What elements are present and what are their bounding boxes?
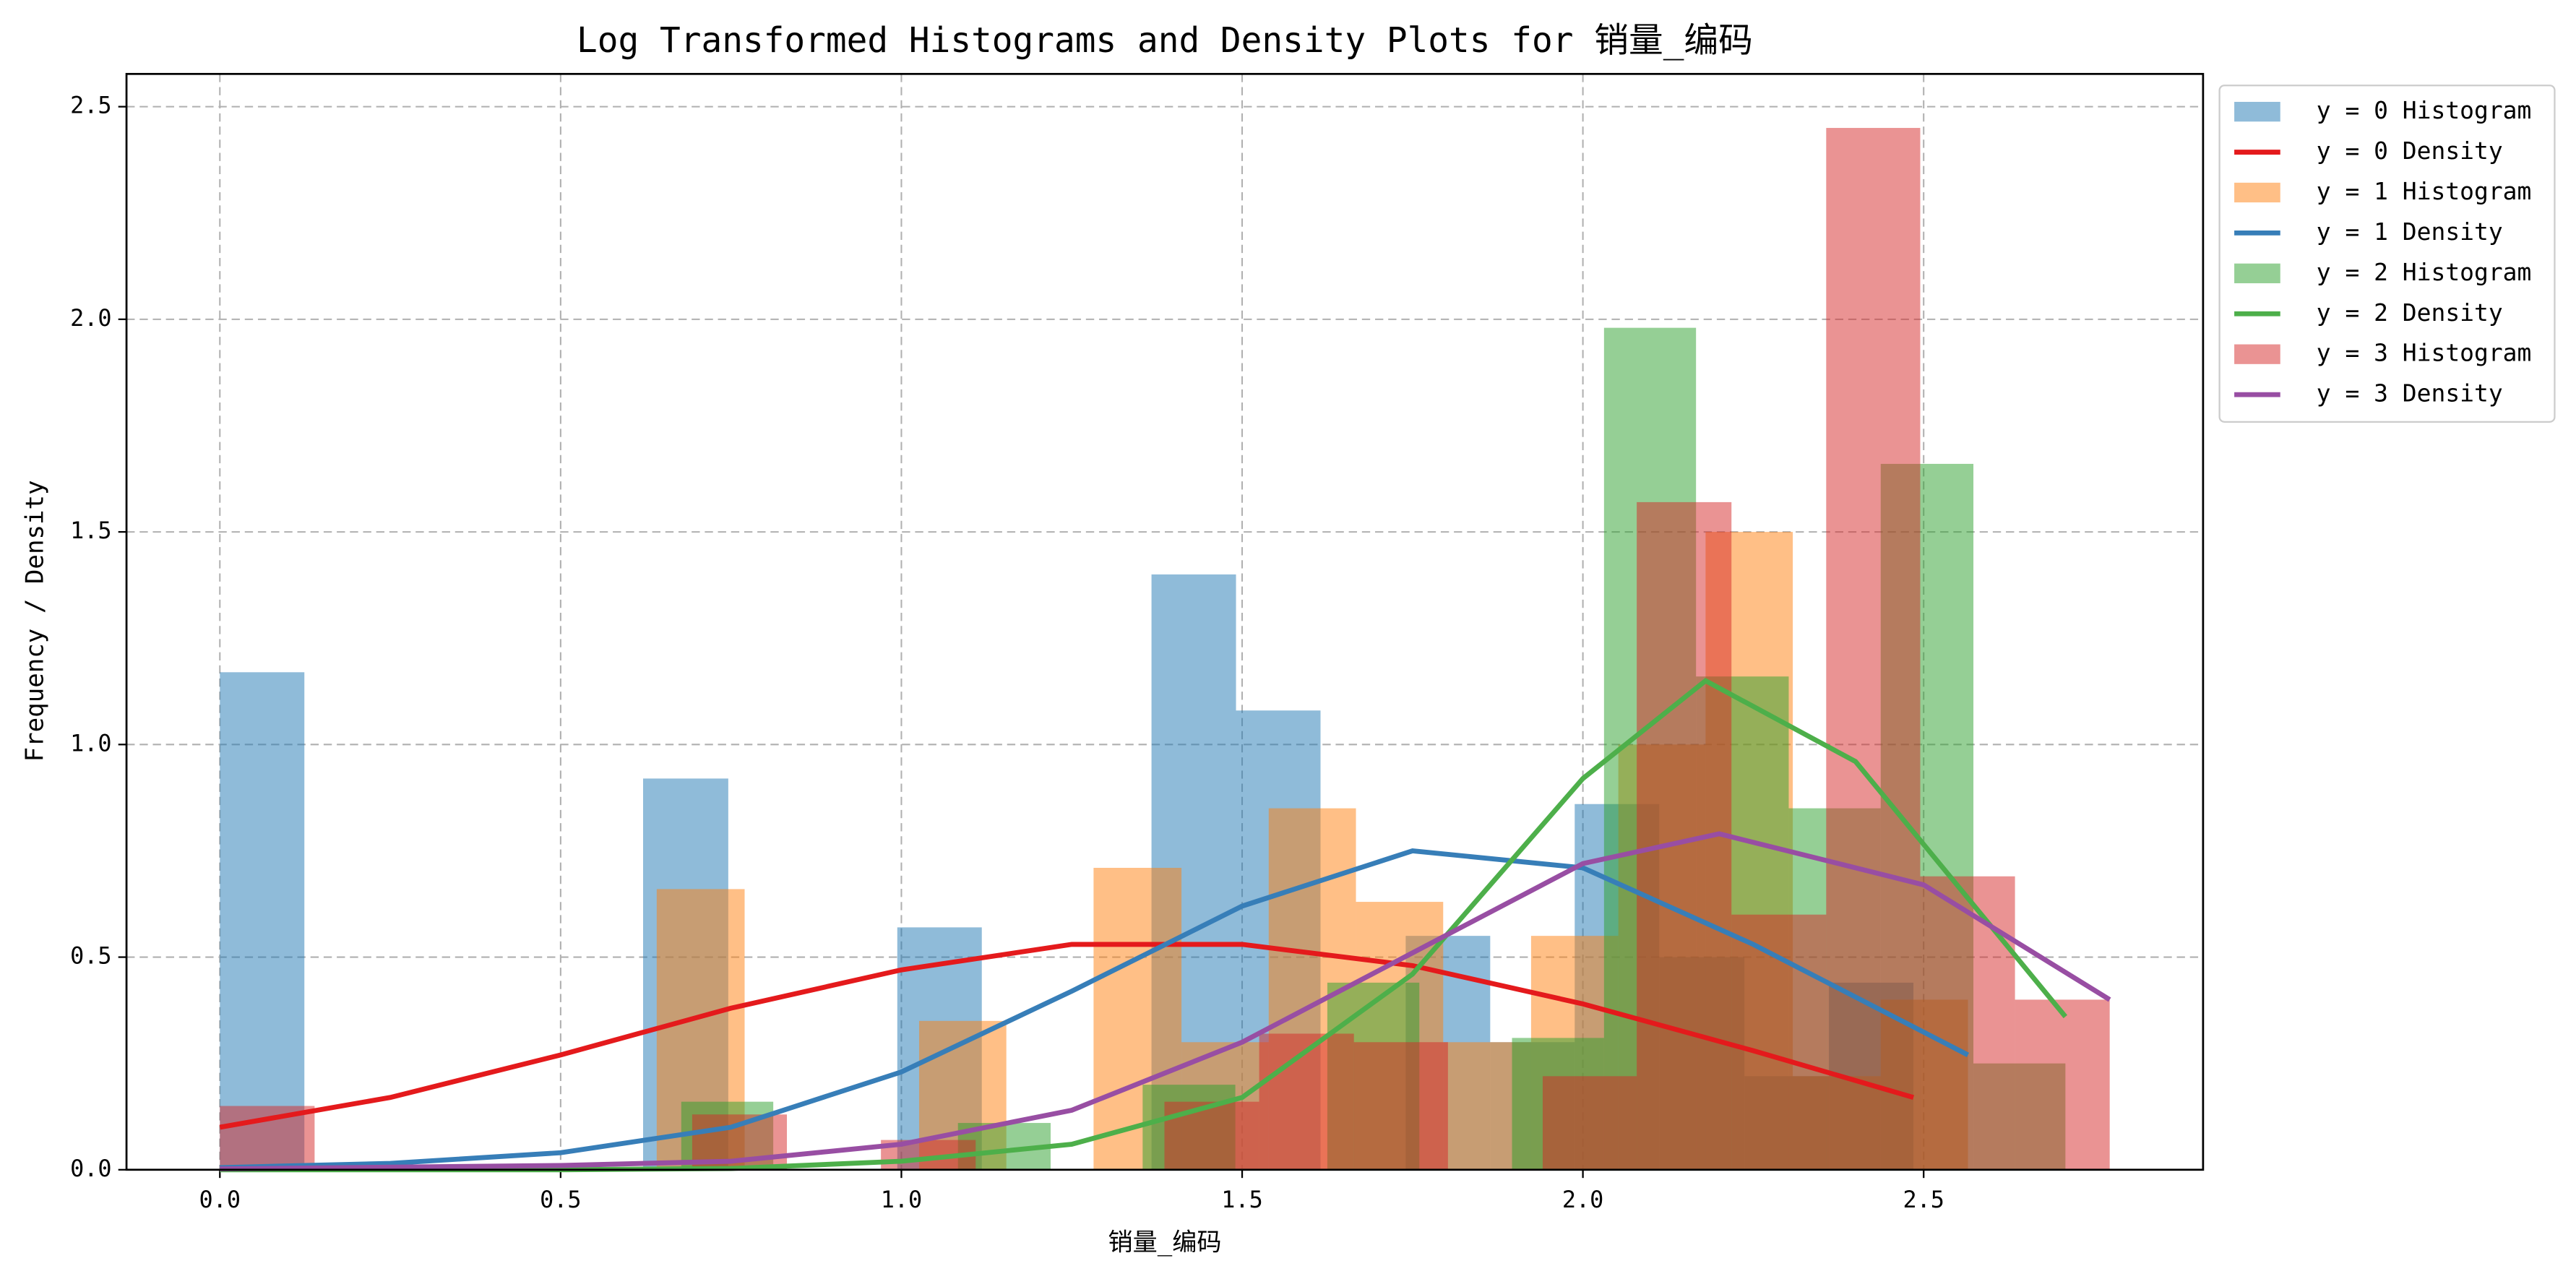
histogram-bar xyxy=(1920,876,2015,1170)
legend-label: y = 3 Histogram xyxy=(2317,339,2532,367)
x-tick-label: 0.5 xyxy=(540,1186,582,1213)
y-tick-label: 1.5 xyxy=(70,517,112,544)
histogram-bar xyxy=(1542,1076,1637,1170)
x-tick-label: 1.0 xyxy=(881,1186,923,1213)
histogram-bar xyxy=(1259,1033,1354,1170)
legend-swatch xyxy=(2234,182,2280,203)
histogram-bar xyxy=(1731,914,1827,1170)
y-tick-label: 2.0 xyxy=(70,304,112,332)
x-axis-label: 销量_编码 xyxy=(1108,1228,1222,1257)
legend-label: y = 0 Histogram xyxy=(2317,96,2532,124)
y-tick-label: 0.0 xyxy=(70,1155,112,1182)
density-line xyxy=(220,831,2111,1172)
histogram-bar xyxy=(2015,999,2110,1170)
legend-label: y = 1 Density xyxy=(2317,218,2503,246)
legend-swatch xyxy=(2234,263,2280,283)
histogram-bar xyxy=(1164,1101,1259,1170)
histogram-bar xyxy=(1353,1042,1448,1170)
x-tick-label: 2.0 xyxy=(1562,1186,1604,1213)
legend-box xyxy=(2218,85,2556,423)
x-tick-label: 0.0 xyxy=(199,1186,241,1213)
y-tick-label: 1.0 xyxy=(70,729,112,757)
histogram-bar xyxy=(220,672,305,1170)
legend-label: y = 1 Histogram xyxy=(2317,177,2532,205)
legend-swatch xyxy=(2234,101,2280,122)
density-line xyxy=(219,942,1915,1130)
x-tick-label: 1.5 xyxy=(1221,1186,1263,1213)
legend-label: y = 0 Density xyxy=(2317,137,2503,165)
legend-label: y = 2 Histogram xyxy=(2317,258,2532,286)
y-tick-label: 2.5 xyxy=(70,92,112,119)
density-line xyxy=(220,848,1970,1171)
plot-frame xyxy=(125,72,2205,1171)
chart-title: Log Transformed Histograms and Density P… xyxy=(577,21,1753,61)
x-tick-label: 2.5 xyxy=(1903,1186,1944,1213)
y-axis-label: Frequency / Density xyxy=(21,480,50,762)
legend-swatch xyxy=(2234,344,2280,364)
y-tick-label: 0.5 xyxy=(70,942,112,970)
legend-label: y = 2 Density xyxy=(2317,298,2503,327)
histogram-bar xyxy=(1826,128,1921,1170)
legend-label: y = 3 Density xyxy=(2317,379,2503,408)
